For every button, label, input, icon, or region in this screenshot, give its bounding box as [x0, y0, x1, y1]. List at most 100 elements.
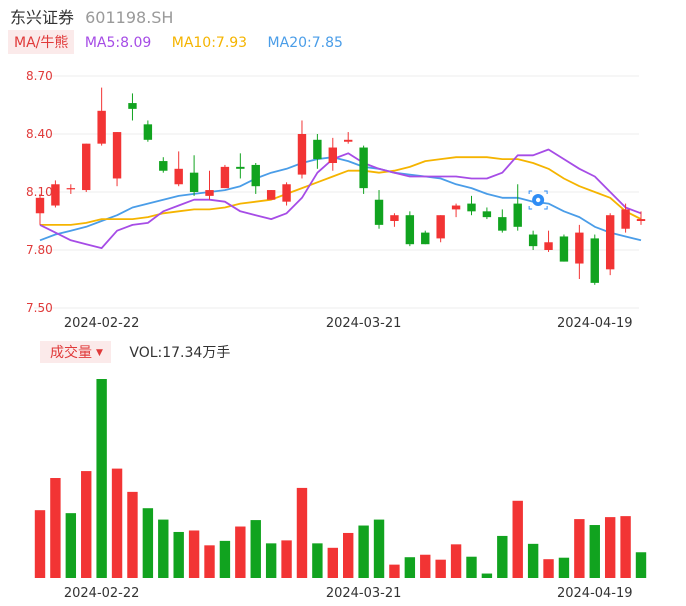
candle-body: [605, 215, 615, 270]
candle-body: [174, 168, 183, 185]
candle-body: [189, 172, 199, 192]
price-axis: 8.70 8.40 8.10 7.80 7.50: [26, 69, 53, 315]
marker-bracket: [528, 206, 533, 210]
candle: [621, 203, 630, 233]
volume-indicator-button[interactable]: 成交量 ▼: [40, 341, 111, 363]
candle: [421, 230, 430, 245]
volume-legend: 成交量 ▼ VOL:17.34万手: [40, 341, 230, 363]
candle: [82, 143, 91, 192]
volume-bar: [34, 510, 46, 578]
candle: [575, 224, 584, 279]
candle-body: [282, 184, 291, 202]
candle: [128, 93, 137, 121]
candle: [482, 207, 492, 220]
candle-body: [128, 103, 137, 109]
candle: [390, 213, 399, 227]
candle-body: [328, 147, 337, 163]
candle-body: [266, 190, 276, 200]
date-tick-label: 2024-04-19: [557, 316, 633, 331]
volume-bar: [389, 564, 400, 578]
candle-body: [636, 219, 646, 221]
volume-bar: [450, 544, 462, 578]
candle-body: [66, 188, 76, 190]
candle-body: [220, 166, 230, 189]
volume-bar: [343, 532, 354, 578]
volume-bar: [327, 547, 338, 578]
volume-bar: [373, 519, 385, 578]
candle: [189, 155, 199, 196]
candle-body: [82, 143, 91, 191]
candle: [605, 213, 615, 276]
volume-bar: [127, 491, 138, 578]
volume-bar: [635, 552, 647, 578]
marker-bracket: [544, 206, 548, 210]
volume-bar: [296, 487, 308, 578]
price-tick-label: 7.50: [26, 301, 53, 315]
candle: [528, 230, 538, 250]
candle-body: [528, 234, 538, 247]
volume-bar: [312, 543, 323, 578]
volume-bar: [142, 508, 154, 578]
volume-bar: [204, 545, 215, 578]
candle-body: [143, 124, 153, 140]
volume-bar: [81, 471, 92, 578]
volume-bar: [265, 543, 277, 578]
candle-body: [482, 211, 492, 218]
volume-bar: [558, 557, 570, 578]
candle-body: [513, 203, 522, 227]
volume-bar: [250, 520, 261, 578]
candle: [236, 153, 245, 179]
candle: [313, 134, 322, 169]
stock-code: 601198.SH: [85, 8, 174, 27]
candle: [451, 203, 461, 218]
candle-body: [559, 236, 569, 262]
volume-bar: [235, 526, 246, 578]
candle: [513, 184, 522, 231]
candle: [328, 137, 337, 171]
volume-bar: [512, 500, 523, 578]
candle-body: [390, 215, 399, 221]
volume-bar: [420, 554, 431, 578]
candle: [498, 209, 507, 233]
volume-bar: [435, 559, 446, 578]
latest-point-marker[interactable]: [528, 190, 548, 210]
candle-body: [344, 139, 353, 142]
price-tick-label: 8.70: [26, 69, 53, 83]
price-tick-label: 8.40: [26, 127, 53, 141]
candle-body: [467, 203, 476, 212]
date-tick-label: 2024-03-21: [326, 316, 402, 331]
candle-body: [575, 232, 584, 264]
volume-bar: [173, 531, 184, 578]
ma-indicator-button[interactable]: MA/牛熊: [8, 30, 75, 54]
volume-bar: [589, 525, 600, 578]
volume-bar: [65, 513, 77, 578]
price-grid: [34, 75, 639, 309]
volume-date-axis: 2024-02-22 2024-03-21 2024-04-19: [64, 586, 633, 601]
volume-bar: [111, 468, 123, 578]
price-tick-label: 7.80: [26, 243, 53, 257]
candle-body: [236, 166, 245, 169]
volume-bar: [281, 540, 292, 578]
candle: [374, 190, 384, 229]
candle: [143, 120, 153, 142]
volume-bar: [96, 379, 107, 578]
candle: [544, 230, 553, 252]
volume-bar: [604, 517, 616, 578]
volume-bar: [188, 530, 200, 578]
candle-body: [205, 190, 214, 196]
candle-body: [97, 110, 106, 144]
candle: [159, 157, 168, 173]
candle-body: [112, 132, 122, 179]
stock-header: 东兴证券 601198.SH: [10, 4, 173, 28]
candle-body: [498, 217, 507, 231]
candle: [297, 120, 307, 179]
candle: [359, 145, 368, 194]
candle-body: [159, 161, 168, 171]
volume-bar: [543, 559, 554, 578]
candle-body: [297, 134, 307, 175]
candle-body: [590, 238, 599, 283]
marker-bracket: [544, 190, 548, 194]
candle: [266, 190, 276, 200]
candle: [35, 193, 45, 225]
